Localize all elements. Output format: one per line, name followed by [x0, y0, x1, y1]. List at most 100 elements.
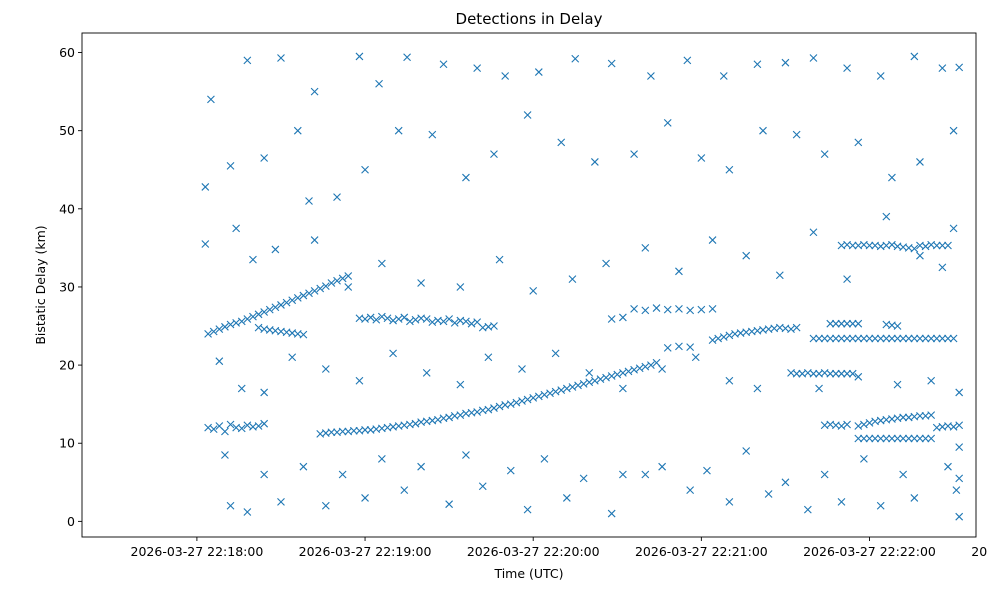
- data-point: [837, 422, 846, 430]
- data-point: [871, 434, 879, 443]
- data-point: [277, 497, 285, 506]
- data-point: [820, 470, 829, 479]
- data-point: [428, 318, 437, 327]
- data-point: [618, 384, 627, 393]
- data-point: [921, 334, 930, 343]
- data-point: [949, 224, 958, 233]
- data-point: [310, 236, 319, 244]
- data-point: [271, 245, 280, 254]
- data-point: [551, 349, 560, 358]
- data-point: [916, 434, 924, 443]
- data-point: [568, 383, 577, 391]
- data-point: [675, 267, 683, 276]
- data-point: [860, 334, 868, 343]
- data-point: [854, 334, 863, 343]
- data-point: [882, 212, 891, 221]
- data-point: [927, 411, 936, 419]
- data-point: [406, 317, 414, 326]
- data-point: [389, 316, 397, 325]
- data-point: [377, 454, 386, 463]
- data-point: [607, 59, 616, 68]
- data-point: [820, 150, 829, 159]
- data-point: [860, 434, 868, 443]
- data-point: [719, 72, 728, 80]
- data-point: [888, 334, 896, 343]
- data-point: [243, 315, 252, 323]
- data-point: [607, 509, 616, 518]
- data-point: [938, 241, 947, 250]
- x-tick-label: 2026-03-27 22:19:00: [299, 544, 432, 559]
- data-point: [221, 451, 229, 459]
- data-point: [462, 173, 470, 182]
- data-point: [456, 411, 465, 419]
- data-point: [647, 361, 655, 369]
- data-point: [551, 387, 560, 396]
- data-point: [254, 310, 263, 319]
- data-point: [837, 497, 846, 506]
- plot-area: 0 10 20 30 40 50 60 2026-03-27 22:18:00 2026-03-…: [59, 32, 987, 559]
- data-point: [495, 255, 504, 264]
- data-point: [293, 294, 302, 302]
- data-point: [540, 390, 549, 399]
- data-point: [675, 342, 683, 351]
- data-point: [260, 308, 269, 316]
- data-point: [882, 434, 891, 443]
- data-point: [683, 56, 692, 65]
- data-point: [843, 334, 851, 343]
- data-point: [843, 369, 851, 378]
- data-point: [394, 126, 403, 135]
- data-point: [207, 95, 215, 104]
- data-point: [338, 470, 347, 479]
- data-point: [899, 434, 908, 443]
- data-point: [927, 334, 936, 343]
- y-tick-label: 40: [59, 201, 75, 216]
- data-point: [490, 150, 498, 159]
- data-point: [204, 423, 213, 432]
- data-point: [277, 54, 285, 62]
- data-point: [927, 376, 936, 385]
- data-point: [809, 228, 818, 237]
- data-point: [955, 474, 964, 483]
- data-point: [938, 263, 947, 272]
- data-point: [837, 319, 846, 328]
- data-point: [456, 380, 465, 389]
- data-point: [888, 240, 896, 249]
- data-point: [944, 462, 952, 471]
- data-point: [725, 376, 734, 385]
- data-point: [652, 304, 661, 312]
- data-point: [916, 334, 924, 343]
- data-point: [848, 241, 857, 250]
- data-point: [394, 315, 403, 323]
- data-point: [518, 397, 526, 405]
- data-point: [775, 271, 784, 280]
- data-point: [484, 405, 493, 414]
- data-point: [562, 384, 571, 393]
- plot-frame: [81, 32, 977, 538]
- data-point: [865, 419, 874, 427]
- data-point: [949, 422, 958, 431]
- data-point: [624, 367, 633, 376]
- data-point: [456, 283, 465, 291]
- data-point: [299, 462, 308, 471]
- data-point: [831, 369, 840, 378]
- data-point: [949, 334, 958, 343]
- data-point: [753, 60, 762, 69]
- data-point: [372, 315, 381, 324]
- data-point: [209, 327, 218, 336]
- data-point: [221, 322, 229, 331]
- data-point: [534, 392, 543, 401]
- data-point: [277, 301, 285, 309]
- data-point: [305, 197, 313, 205]
- data-point: [630, 304, 638, 313]
- data-point: [899, 334, 908, 343]
- data-point: [899, 413, 908, 422]
- data-point: [882, 334, 891, 343]
- data-point: [719, 333, 728, 341]
- data-point: [803, 505, 812, 514]
- data-point: [321, 501, 330, 510]
- data-point: [848, 334, 857, 343]
- data-point: [243, 508, 252, 516]
- data-point: [501, 72, 510, 80]
